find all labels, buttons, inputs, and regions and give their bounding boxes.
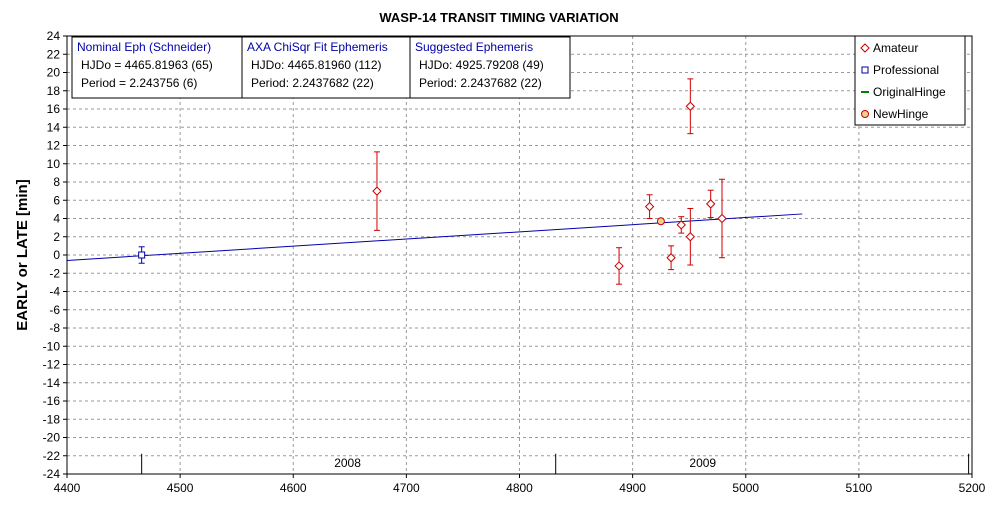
y-tick-label: -16	[43, 394, 61, 408]
ephemeris-box	[409, 36, 571, 99]
y-tick-label: 18	[47, 84, 61, 98]
y-tick-label: -10	[43, 339, 61, 353]
x-tick-label: 4600	[280, 481, 307, 495]
ephemeris-box-period: Period = 2.243756 (6)	[81, 76, 197, 90]
y-tick-label: -6	[49, 303, 60, 317]
legend-box	[854, 35, 966, 126]
ephemeris-box-period: Period: 2.2437682 (22)	[419, 76, 542, 90]
amateur-point	[705, 199, 716, 209]
amateur-point	[372, 186, 382, 196]
y-tick-label: 12	[47, 139, 61, 153]
professional-point	[138, 251, 146, 259]
amateur-point	[644, 201, 655, 212]
x-tick-label: 5000	[732, 481, 759, 495]
ephemeris-box-title: Suggested Ephemeris	[415, 40, 533, 54]
y-tick-label: -12	[43, 358, 61, 372]
y-tick-label: 24	[47, 29, 61, 43]
ephemeris-box-hjdo: HJDo: 4925.79208 (49)	[419, 58, 544, 72]
x-tick-label: 4800	[506, 481, 533, 495]
ephemeris-box-hjdo: HJDo: 4465.81960 (112)	[251, 58, 382, 72]
chart-title: WASP-14 TRANSIT TIMING VARIATION	[379, 10, 618, 25]
data-points	[138, 78, 727, 285]
newhinge-point	[656, 217, 665, 226]
amateur-point	[666, 253, 676, 263]
y-tick-label: 14	[47, 120, 61, 134]
y-tick-label: 0	[53, 248, 60, 262]
legend-circle-icon	[861, 110, 869, 118]
x-tick-label: 4900	[619, 481, 646, 495]
legend-label: NewHinge	[873, 107, 929, 121]
y-tick-label: 2	[53, 230, 60, 244]
x-tick-label: 5200	[959, 481, 986, 495]
y-tick-label: 6	[53, 193, 60, 207]
amateur-point	[685, 232, 696, 242]
y-axis-label: EARLY or LATE [min]	[14, 179, 31, 330]
legend-label: OriginalHinge	[873, 85, 946, 99]
x-tick-label: 4500	[167, 481, 194, 495]
legend-diamond-icon	[860, 43, 870, 53]
year-band: 2008 2009	[141, 453, 970, 474]
ephemeris-box	[71, 36, 243, 99]
y-tick-label: 20	[47, 66, 61, 80]
ephemeris-box-period: Period: 2.2437682 (22)	[251, 76, 374, 90]
y-tick-label: 22	[47, 47, 61, 61]
tick-labels: 4400 4500 4600 4700 4800 4900 5000 5100 52002422…	[43, 29, 986, 495]
x-tick-label: 4700	[393, 481, 420, 495]
amateur-point	[717, 213, 727, 224]
amateur-point	[676, 220, 686, 230]
y-tick-label: 8	[53, 175, 60, 189]
ephemeris-box-title: AXA ChiSqr Fit Ephemeris	[247, 40, 388, 54]
y-tick-label: -2	[49, 266, 60, 280]
legend-label: Amateur	[873, 41, 918, 55]
x-tick-label: 4400	[54, 481, 81, 495]
legend: Amateur Professional OriginalHinge NewHinge	[854, 35, 966, 126]
y-tick-label: -20	[43, 431, 61, 445]
x-tick-label: 5100	[846, 481, 873, 495]
y-tick-label: -14	[43, 376, 61, 390]
legend-label: Professional	[873, 63, 939, 77]
grid	[67, 36, 972, 474]
y-tick-label: 16	[47, 102, 61, 116]
y-tick-label: 10	[47, 157, 61, 171]
ephemeris-box-title: Nominal Eph (Schneider)	[77, 40, 211, 54]
legend-square-icon	[861, 66, 869, 74]
year-label: 2008	[334, 456, 361, 470]
y-tick-label: -18	[43, 412, 61, 426]
ephemeris-boxes: Nominal Eph (Schneider) HJDo = 4465.81963…	[71, 36, 571, 99]
amateur-point	[614, 261, 624, 271]
year-label: 2009	[689, 456, 716, 470]
y-tick-label: -24	[43, 467, 61, 481]
ephemeris-box-hjdo: HJDo = 4465.81963 (65)	[81, 58, 213, 72]
y-tick-label: 4	[53, 212, 60, 226]
y-tick-label: -4	[49, 285, 60, 299]
y-tick-label: -22	[43, 449, 61, 463]
amateur-point	[685, 101, 696, 111]
y-tick-label: -8	[49, 321, 60, 335]
